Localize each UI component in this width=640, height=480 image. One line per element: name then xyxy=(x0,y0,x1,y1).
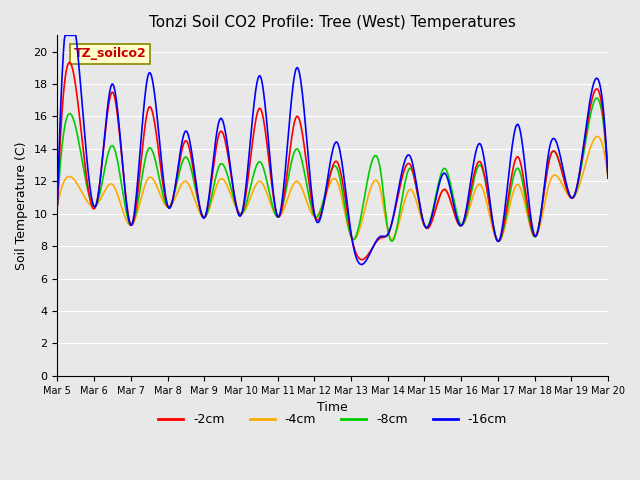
Title: Tonzi Soil CO2 Profile: Tree (West) Temperatures: Tonzi Soil CO2 Profile: Tree (West) Temp… xyxy=(149,15,516,30)
Legend: -2cm, -4cm, -8cm, -16cm: -2cm, -4cm, -8cm, -16cm xyxy=(153,408,512,431)
Text: TZ_soilco2: TZ_soilco2 xyxy=(74,48,147,60)
Y-axis label: Soil Temperature (C): Soil Temperature (C) xyxy=(15,142,28,270)
X-axis label: Time: Time xyxy=(317,401,348,414)
